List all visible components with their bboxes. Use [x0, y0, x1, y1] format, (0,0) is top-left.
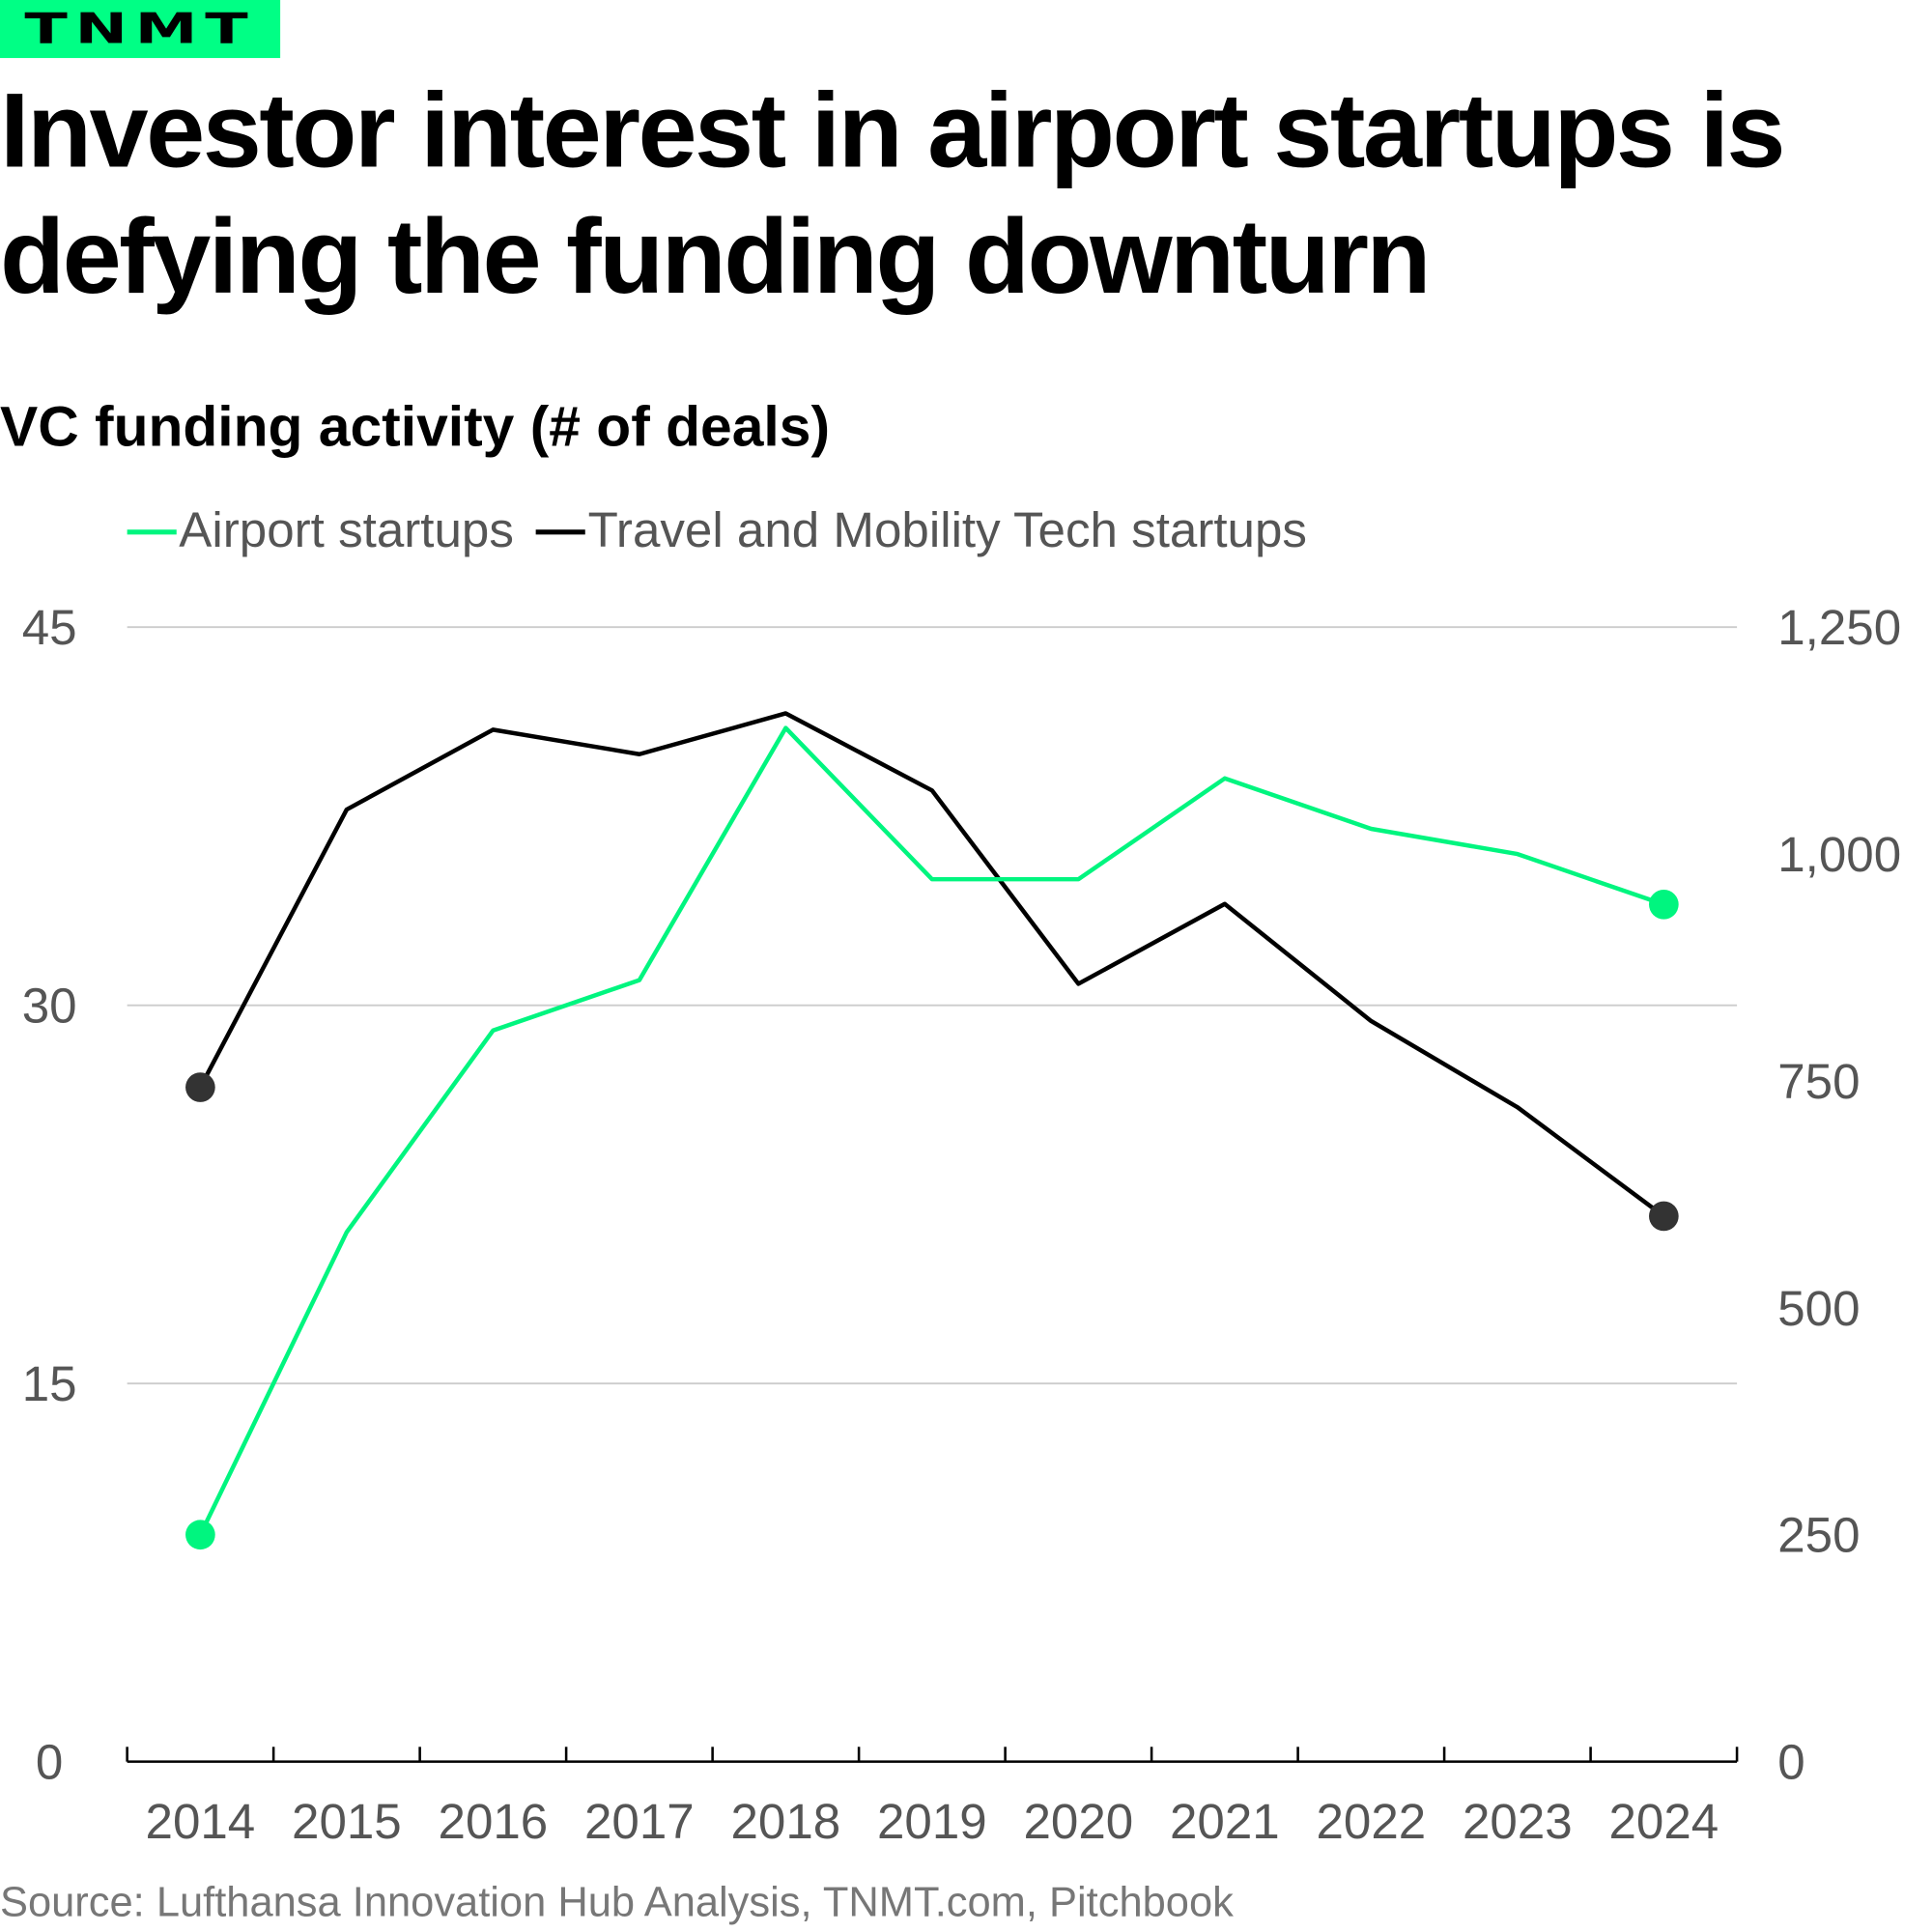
chart-title: Investor interest in airport startups is… — [0, 71, 1786, 317]
legend-item-airport: Airport startups — [127, 503, 514, 559]
airport-series-endpoint — [185, 1520, 215, 1550]
x-axis-tick-label: 2018 — [731, 1794, 841, 1849]
x-axis-tick-label: 2021 — [1170, 1794, 1280, 1849]
right-axis-tick-label: 0 — [1777, 1735, 1804, 1790]
right-axis-tick-label: 1,250 — [1777, 600, 1901, 655]
left-axis-tick-label: 45 — [22, 600, 77, 655]
chart-subtitle: VC funding activity (# of deals) — [0, 393, 831, 459]
source-note: Source: Lufthansa Innovation Hub Analysi… — [0, 1879, 1234, 1926]
airport-series-endpoint — [1649, 889, 1679, 920]
legend: Airport startups Travel and Mobility Tec… — [127, 503, 1307, 559]
right-axis-tick-label: 250 — [1777, 1508, 1860, 1563]
x-axis-tick-label: 2017 — [584, 1794, 695, 1849]
left-axis-tick-label: 15 — [22, 1356, 77, 1411]
left-axis-tick-label: 30 — [22, 979, 77, 1034]
x-axis-tick-label: 2014 — [146, 1794, 256, 1849]
x-axis-tick-label: 2019 — [877, 1794, 987, 1849]
x-axis-tick-label: 2023 — [1463, 1794, 1573, 1849]
legend-swatch-travel — [535, 528, 586, 534]
travel-series-line — [198, 711, 1665, 1218]
x-axis-tick-label: 2016 — [439, 1794, 549, 1849]
airport-series-line — [198, 725, 1665, 1536]
legend-swatch-airport — [127, 528, 177, 534]
legend-item-travel: Travel and Mobility Tech startups — [535, 503, 1307, 559]
x-axis-tick-label: 2022 — [1316, 1794, 1426, 1849]
travel-series-endpoint — [185, 1072, 215, 1102]
right-axis-tick-label: 1,000 — [1777, 827, 1901, 882]
x-axis-tick-label: 2015 — [292, 1794, 402, 1849]
x-axis-tick-label: 2024 — [1608, 1794, 1719, 1849]
right-axis-tick-label: 500 — [1777, 1281, 1860, 1336]
x-axis-tick-label: 2020 — [1024, 1794, 1134, 1849]
right-axis-tick-label: 750 — [1777, 1054, 1860, 1109]
travel-series-endpoint — [1649, 1201, 1679, 1232]
tnmt-logo: TNMT — [0, 0, 281, 59]
left-axis-tick-label: 0 — [36, 1735, 63, 1790]
